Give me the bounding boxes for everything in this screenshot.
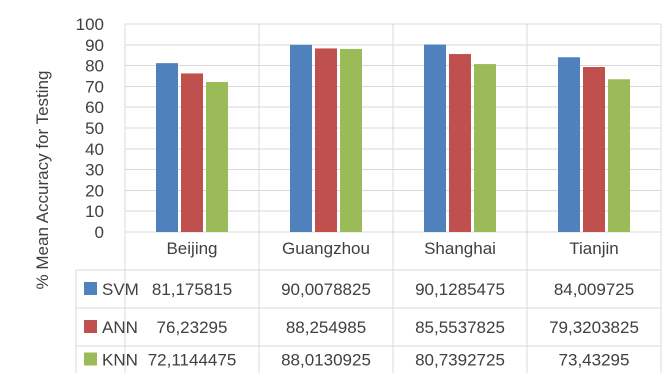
bar-svm-guangzhou — [290, 44, 312, 233]
category-label: Shanghai — [424, 239, 496, 258]
legend-swatch-ann — [84, 320, 97, 333]
bar-knn-guangzhou — [340, 48, 362, 232]
table-cell: 73,43295 — [559, 351, 630, 370]
table-cell: 90,0078825 — [281, 280, 371, 299]
y-tick-label: 80 — [85, 57, 104, 76]
y-axis-label: % Mean Accuracy for Testing — [33, 71, 52, 290]
table-cell: 76,23295 — [157, 318, 228, 337]
bar-svm-beijing — [156, 63, 178, 233]
bar-svm-shanghai — [424, 44, 446, 232]
y-tick-label: 100 — [76, 15, 104, 34]
legend-label: SVM — [102, 280, 139, 299]
table-cell: 88,0130925 — [281, 351, 371, 370]
bar-ann-shanghai — [449, 54, 471, 233]
y-tick-label: 30 — [85, 161, 104, 180]
category-label: Tianjin — [569, 239, 618, 258]
table-cell: 84,009725 — [554, 280, 634, 299]
table-cell: 81,175815 — [152, 280, 232, 299]
category-label: Beijing — [166, 239, 217, 258]
legend-swatch-knn — [84, 352, 97, 366]
table-cell: 90,1285475 — [415, 280, 505, 299]
y-tick-label: 0 — [95, 223, 104, 242]
data-table: Beijing Guangzhou Shanghai Tianjin SVM 81,175… — [84, 239, 639, 370]
bar-knn-beijing — [206, 82, 228, 232]
table-cell: 88,254985 — [286, 318, 366, 337]
bar-ann-beijing — [181, 73, 203, 233]
y-tick-label: 20 — [85, 181, 104, 200]
y-tick-label: 40 — [85, 140, 104, 159]
bars — [156, 44, 630, 233]
y-tick-label: 50 — [85, 119, 104, 138]
category-label: Guangzhou — [282, 239, 370, 258]
bar-knn-shanghai — [474, 64, 496, 232]
y-tick-label: 70 — [85, 77, 104, 96]
table-cell: 80,7392725 — [415, 351, 505, 370]
bar-knn-tianjin — [608, 79, 630, 232]
legend-label: ANN — [102, 318, 138, 337]
bar-svm-tianjin — [558, 57, 580, 233]
table-cell: 85,5537825 — [415, 318, 505, 337]
y-tick-label: 10 — [85, 202, 104, 221]
legend-label: KNN — [102, 351, 138, 370]
y-tick-label: 90 — [85, 36, 104, 55]
legend-swatch-svm — [84, 282, 97, 295]
table-cell: 72,1144475 — [148, 351, 237, 370]
bar-ann-tianjin — [583, 67, 605, 232]
table-cell: 79,3203825 — [549, 318, 639, 337]
y-tick-label: 60 — [85, 98, 104, 117]
bar-ann-guangzhou — [315, 48, 337, 233]
